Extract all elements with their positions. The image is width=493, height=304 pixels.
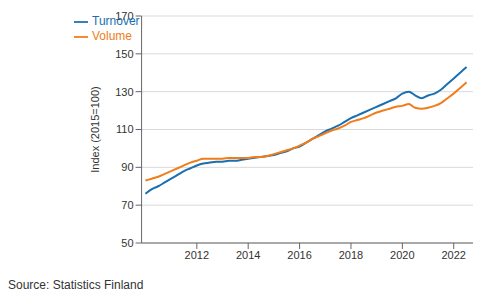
svg-text:2022: 2022 xyxy=(441,249,465,261)
svg-text:2014: 2014 xyxy=(236,249,260,261)
svg-text:50: 50 xyxy=(121,237,133,249)
svg-text:2018: 2018 xyxy=(339,249,363,261)
svg-text:90: 90 xyxy=(121,161,133,173)
svg-text:150: 150 xyxy=(115,48,133,60)
svg-text:130: 130 xyxy=(115,86,133,98)
svg-text:2020: 2020 xyxy=(390,249,414,261)
svg-text:110: 110 xyxy=(116,123,134,135)
svg-text:2016: 2016 xyxy=(287,249,311,261)
svg-text:Index (2015=100): Index (2015=100) xyxy=(89,86,101,173)
svg-text:170: 170 xyxy=(115,10,133,22)
svg-text:2012: 2012 xyxy=(185,249,209,261)
svg-text:70: 70 xyxy=(121,199,133,211)
